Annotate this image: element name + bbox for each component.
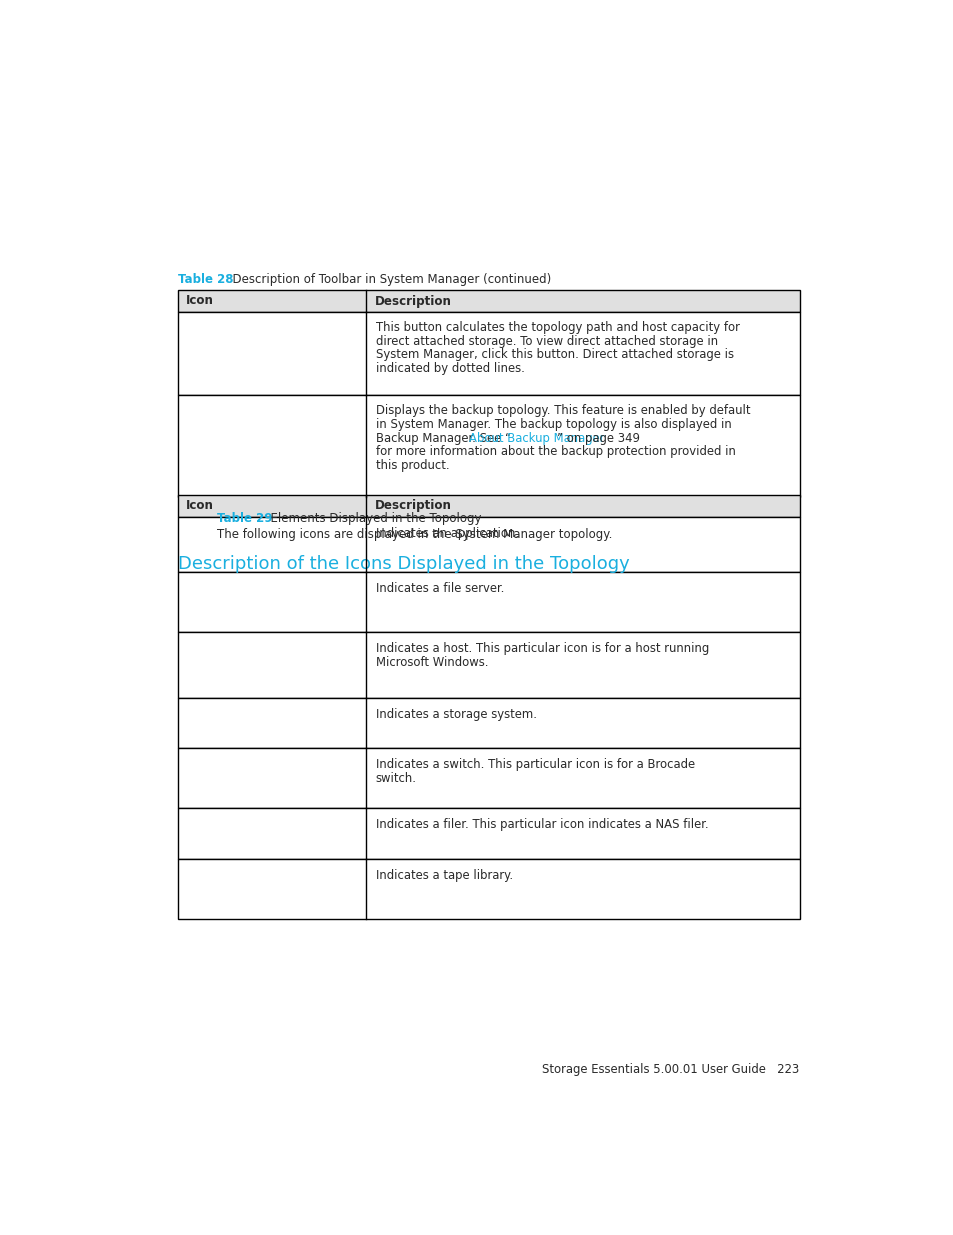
Text: Indicates a storage system.: Indicates a storage system.	[375, 708, 537, 720]
Text: Storage Essentials 5.00.01 User Guide   223: Storage Essentials 5.00.01 User Guide 22…	[542, 1063, 799, 1076]
Text: in System Manager. The backup topology is also displayed in: in System Manager. The backup topology i…	[375, 417, 731, 431]
Text: Icon: Icon	[186, 499, 213, 513]
Bar	[178, 516, 799, 572]
Text: The following icons are displayed in the System Manager topology.: The following icons are displayed in the…	[216, 527, 612, 541]
Text: Microsoft Windows.: Microsoft Windows.	[375, 656, 488, 669]
Text: Displays the backup topology. This feature is enabled by default: Displays the backup topology. This featu…	[375, 404, 749, 417]
Text: ” on page 349: ” on page 349	[557, 432, 639, 445]
Bar	[178, 632, 799, 698]
Text: About Backup Manager: About Backup Manager	[468, 432, 603, 445]
Text: Table 28: Table 28	[178, 273, 233, 287]
Bar	[178, 860, 799, 919]
Text: direct attached storage. To view direct attached storage in: direct attached storage. To view direct …	[375, 335, 718, 348]
Text: Elements Displayed in the Topology: Elements Displayed in the Topology	[263, 511, 481, 525]
Bar	[178, 395, 799, 496]
Text: this product.: this product.	[375, 459, 449, 472]
Text: indicated by dotted lines.: indicated by dotted lines.	[375, 362, 524, 375]
Text: Backup Manager. See “: Backup Manager. See “	[375, 432, 510, 445]
Text: This button calculates the topology path and host capacity for: This button calculates the topology path…	[375, 321, 739, 333]
Bar	[178, 748, 799, 809]
Text: for more information about the backup protection provided in: for more information about the backup pr…	[375, 446, 735, 458]
Text: switch.: switch.	[375, 772, 416, 785]
Text: Description: Description	[375, 499, 452, 513]
Bar	[178, 809, 799, 860]
Bar	[178, 572, 799, 632]
Text: Indicates a tape library.: Indicates a tape library.	[375, 869, 513, 882]
Text: System Manager, click this button. Direct attached storage is: System Manager, click this button. Direc…	[375, 348, 733, 362]
Text: Indicates a switch. This particular icon is for a Brocade: Indicates a switch. This particular icon…	[375, 758, 694, 772]
Bar	[178, 495, 799, 516]
Text: Indicates an application.: Indicates an application.	[375, 526, 518, 540]
Text: Table 29: Table 29	[216, 511, 273, 525]
Text: Indicates a host. This particular icon is for a host running: Indicates a host. This particular icon i…	[375, 642, 708, 655]
Text: Description: Description	[375, 294, 452, 308]
Text: Indicates a filer. This particular icon indicates a NAS filer.: Indicates a filer. This particular icon …	[375, 819, 708, 831]
Bar	[178, 698, 799, 748]
Text: Indicates a file server.: Indicates a file server.	[375, 582, 503, 595]
Bar	[178, 290, 799, 311]
Bar	[178, 311, 799, 395]
Text: Description of the Icons Displayed in the Topology: Description of the Icons Displayed in th…	[178, 555, 629, 573]
Text: Icon: Icon	[186, 294, 213, 308]
Text: Description of Toolbar in System Manager (continued): Description of Toolbar in System Manager…	[224, 273, 550, 287]
